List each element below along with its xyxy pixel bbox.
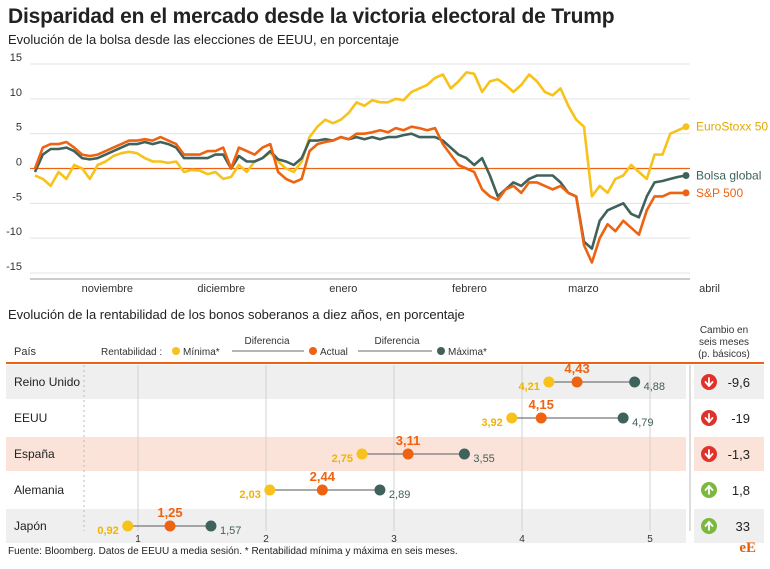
- source-note: Fuente: Bloomberg. Datos de EEUU a media…: [8, 546, 458, 557]
- actual-value-label: 2,44: [310, 469, 336, 484]
- x-tick-label: 3: [391, 534, 397, 545]
- max-value-label: 4,88: [644, 381, 665, 393]
- actual-dot: [164, 520, 176, 532]
- max-value-label: 4,79: [632, 417, 653, 429]
- actual-dot: [535, 412, 547, 424]
- legend-actual-dot: [309, 347, 317, 355]
- max-dot: [617, 412, 629, 424]
- country-label: Alemania: [14, 483, 64, 497]
- x-tick-label: 1: [135, 534, 141, 545]
- max-value-label: 2,89: [389, 489, 410, 501]
- bond-chart-subtitle: Evolución de la rentabilidad de los bono…: [8, 307, 465, 322]
- y-tick-label: -10: [6, 226, 22, 238]
- max-dot: [458, 448, 470, 460]
- header-change: Cambio en: [700, 325, 748, 336]
- y-tick-label: 10: [10, 87, 22, 99]
- series-end-dot: [682, 123, 690, 131]
- chart-title: Disparidad en el mercado desde la victor…: [8, 5, 615, 28]
- series-end-dot: [682, 171, 690, 179]
- y-tick-label: 5: [16, 122, 22, 134]
- month-label: febrero: [452, 283, 487, 295]
- actual-dot: [402, 448, 414, 460]
- header-country: País: [14, 346, 37, 358]
- arrow-down-icon: [701, 374, 717, 390]
- month-label: marzo: [568, 283, 599, 295]
- max-dot: [629, 376, 641, 388]
- header-change: seis meses: [699, 337, 749, 348]
- min-value-label: 2,03: [239, 489, 260, 501]
- arrow-up-icon: [701, 482, 717, 498]
- min-value-label: 3,92: [481, 417, 502, 429]
- min-value-label: 4,21: [518, 381, 539, 393]
- series-line: [34, 71, 687, 198]
- country-label: Reino Unido: [14, 375, 80, 389]
- min-value-label: 2,75: [332, 453, 353, 465]
- legend-max-label: Máxima*: [448, 347, 487, 358]
- actual-value-label: 1,25: [157, 505, 182, 520]
- actual-dot: [316, 484, 328, 496]
- max-dot: [205, 520, 217, 532]
- min-dot: [543, 376, 555, 388]
- legend-min-label: Mínima*: [183, 347, 220, 358]
- country-label: Japón: [14, 519, 47, 533]
- min-dot: [264, 484, 276, 496]
- stock-line-chart: 15 10 5 0 -5 -10 -15 noviembre diciembre enero feb…: [6, 52, 768, 295]
- legend-actual-label: Actual: [320, 347, 348, 358]
- header-change: (p. básicos): [698, 349, 750, 360]
- actual-value-label: 4,43: [564, 361, 589, 376]
- legend-diferencia-label: Diferencia: [244, 336, 289, 347]
- line-chart-subtitle: Evolución de la bolsa desde las eleccion…: [8, 32, 399, 47]
- row-background: [6, 509, 686, 543]
- change-value: 33: [736, 519, 750, 534]
- actual-dot: [571, 376, 583, 388]
- month-label: enero: [329, 283, 357, 295]
- min-dot: [122, 520, 134, 532]
- legend-min-dot: [172, 347, 180, 355]
- change-value: -1,3: [728, 447, 750, 462]
- y-tick-label: -15: [6, 261, 22, 273]
- x-tick-label: 5: [647, 534, 653, 545]
- y-tick-label: 0: [16, 157, 22, 169]
- min-dot: [356, 448, 368, 460]
- max-value-label: 3,55: [473, 453, 494, 465]
- row-background: [6, 437, 686, 471]
- change-value: -9,6: [728, 375, 750, 390]
- header-rentabilidad: Rentabilidad :: [101, 347, 162, 358]
- x-tick-label: 2: [263, 534, 269, 545]
- publisher-logo: eE: [739, 540, 756, 556]
- month-label: abril: [699, 283, 720, 295]
- actual-value-label: 4,15: [529, 397, 554, 412]
- legend-max-dot: [437, 347, 445, 355]
- arrow-up-icon: [701, 518, 717, 534]
- y-tick-label: -5: [12, 191, 22, 203]
- actual-value-label: 3,11: [396, 433, 421, 448]
- series-end-label: S&P 500: [696, 186, 743, 200]
- series-line: [33, 125, 686, 264]
- y-tick-label: 15: [10, 52, 22, 64]
- legend-diferencia2-label: Diferencia: [374, 336, 419, 347]
- month-label: noviembre: [82, 283, 133, 295]
- arrow-down-icon: [701, 410, 717, 426]
- month-label: diciembre: [197, 283, 245, 295]
- min-dot: [506, 412, 518, 424]
- series-end-label: Bolsa global: [696, 168, 761, 182]
- x-tick-label: 4: [519, 534, 525, 545]
- change-value: 1,8: [732, 483, 750, 498]
- min-value-label: 0,92: [97, 525, 118, 537]
- max-value-label: 1,57: [220, 525, 241, 537]
- series-end-label: EuroStoxx 50: [696, 120, 768, 134]
- country-label: España: [14, 447, 55, 461]
- change-value: -19: [731, 411, 750, 426]
- country-label: EEUU: [14, 411, 47, 425]
- max-dot: [374, 484, 386, 496]
- series-end-dot: [682, 189, 690, 197]
- arrow-down-icon: [701, 446, 717, 462]
